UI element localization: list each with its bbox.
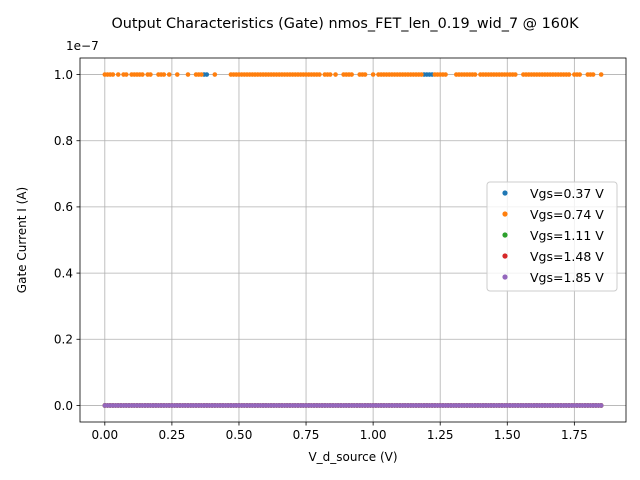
legend-marker <box>502 211 508 217</box>
data-point <box>577 72 583 77</box>
x-tick-label: 1.50 <box>494 428 521 442</box>
y-tick-label: 0.2 <box>54 333 73 347</box>
data-point <box>204 72 210 77</box>
data-point <box>115 72 121 77</box>
data-point <box>148 72 153 77</box>
data-point <box>598 72 604 77</box>
data-point <box>443 72 448 77</box>
legend-label: Vgs=1.48 V <box>530 249 604 264</box>
y-tick-label: 1.0 <box>54 68 73 82</box>
data-point <box>185 72 191 77</box>
plot-frame <box>79 57 627 423</box>
y-tick-label: 0.8 <box>54 134 73 148</box>
data-points <box>102 72 604 408</box>
x-tick-label: 0.25 <box>159 428 186 442</box>
data-point <box>212 72 218 77</box>
data-point <box>110 72 116 77</box>
legend: Vgs=0.37 V Vgs=0.74 V Vgs=1.11 V Vgs=1.48 V… <box>486 181 618 292</box>
x-tick-label: 1.75 <box>561 428 588 442</box>
data-point <box>349 72 354 77</box>
x-axis-label: V_d_source (V) <box>308 450 397 464</box>
y-offset-label: 1e−7 <box>66 39 99 53</box>
y-tick-label: 0.4 <box>54 266 73 280</box>
data-point <box>362 72 368 77</box>
data-point <box>166 72 172 77</box>
series-Vgs=1.85 V <box>102 403 604 408</box>
data-point <box>513 72 518 77</box>
x-tick-label: 1.00 <box>360 428 387 442</box>
legend-label: Vgs=1.85 V <box>530 270 604 285</box>
y-tick-label: 0.6 <box>54 200 73 214</box>
x-tick-label: 0.00 <box>91 428 118 442</box>
data-point <box>590 72 596 77</box>
data-point <box>327 72 333 77</box>
x-axis-ticks: 0.00 0.25 0.50 0.75 1.00 1.25 1.50 1.75 <box>91 422 588 442</box>
data-point <box>123 72 129 77</box>
legend-label: Vgs=1.11 V <box>530 228 604 243</box>
legend-box <box>486 181 618 292</box>
data-point <box>419 72 424 77</box>
data-point <box>317 72 322 77</box>
y-tick-label: 0.0 <box>54 399 73 413</box>
x-tick-label: 1.25 <box>427 428 454 442</box>
chart-title: Output Characteristics (Gate) nmos_FET_l… <box>111 16 579 32</box>
legend-marker <box>502 232 508 238</box>
legend-marker <box>502 274 508 280</box>
data-point <box>566 72 572 77</box>
legend-marker <box>502 190 508 196</box>
data-point <box>333 72 338 77</box>
y-axis-label: Gate Current I (A) <box>15 187 29 293</box>
legend-marker <box>502 253 508 259</box>
x-tick-label: 0.50 <box>226 428 253 442</box>
data-point <box>598 403 604 408</box>
data-point <box>370 72 376 77</box>
data-point <box>161 72 167 77</box>
data-point <box>199 72 204 77</box>
y-axis-ticks: 0.0 0.2 0.4 0.6 0.8 1.0 <box>54 68 80 413</box>
x-tick-label: 0.75 <box>293 428 320 442</box>
legend-label: Vgs=0.37 V <box>530 186 604 201</box>
legend-label: Vgs=0.74 V <box>530 207 604 222</box>
data-point <box>140 72 145 77</box>
data-point <box>174 72 180 77</box>
data-point <box>472 72 478 77</box>
